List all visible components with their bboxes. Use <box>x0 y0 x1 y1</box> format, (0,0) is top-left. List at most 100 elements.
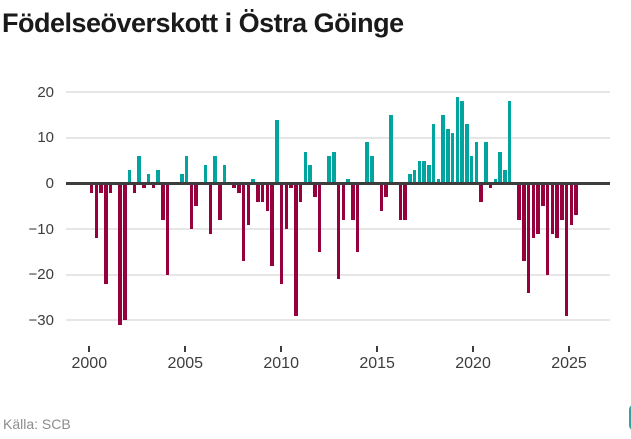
bar-positive <box>370 156 374 184</box>
x-axis-label: 2000 <box>71 355 108 372</box>
bar-negative <box>398 183 403 221</box>
bar-negative <box>151 183 156 189</box>
bar-positive <box>327 156 331 184</box>
bar-negative <box>313 183 317 198</box>
bar-positive <box>446 128 450 184</box>
y-axis-label: 20 <box>37 83 54 101</box>
bar-positive <box>450 133 455 184</box>
bar-positive <box>455 96 460 184</box>
bar-negative <box>355 183 360 252</box>
bar-negative <box>564 183 569 316</box>
bar-negative <box>517 183 521 221</box>
bar-negative <box>265 183 270 211</box>
y-axis-label: −10 <box>28 220 54 238</box>
bar-negative <box>256 183 260 202</box>
bar-negative <box>351 183 355 221</box>
bar-positive <box>303 151 308 184</box>
bar-negative <box>99 183 103 193</box>
bar-positive <box>127 169 132 184</box>
bar-positive <box>412 169 417 184</box>
gridline <box>66 136 610 139</box>
bar-negative <box>165 183 170 275</box>
bar-negative <box>123 183 127 321</box>
bar-negative <box>569 183 574 225</box>
bar-positive <box>469 156 474 184</box>
bar-negative <box>260 183 265 202</box>
bar-negative <box>336 183 341 280</box>
bar-negative <box>208 183 213 234</box>
x-axis-tick <box>568 346 570 352</box>
bar-negative <box>550 183 555 234</box>
bar-positive <box>251 178 255 184</box>
gridline <box>66 319 610 322</box>
bar-positive <box>408 174 412 184</box>
bar-positive <box>503 169 507 184</box>
bar-positive <box>203 165 208 184</box>
bar-negative <box>104 183 108 284</box>
bar-positive <box>180 174 184 184</box>
bar-positive <box>222 165 227 184</box>
bar-negative <box>270 183 274 266</box>
bar-negative <box>403 183 407 221</box>
bar-negative <box>555 183 559 239</box>
bar-negative <box>142 183 146 189</box>
bar-negative <box>189 183 194 230</box>
bar-positive <box>184 156 189 184</box>
bar-negative <box>317 183 322 252</box>
bar-negative <box>132 183 137 193</box>
zero-line <box>66 182 610 185</box>
bar-positive <box>484 142 488 184</box>
bar-negative <box>298 183 303 202</box>
x-axis-label: 2020 <box>455 355 491 372</box>
bar-positive <box>493 178 498 184</box>
gridline <box>66 91 610 94</box>
bar-negative <box>241 183 246 262</box>
bar-negative <box>531 183 536 239</box>
bar-positive <box>436 178 441 184</box>
source-note: Källa: SCB <box>3 416 71 432</box>
bar-positive <box>213 156 217 184</box>
bar-negative <box>232 183 236 189</box>
bar-positive <box>308 165 312 184</box>
bar-negative <box>541 183 545 207</box>
bar-positive <box>474 142 479 184</box>
bar-positive <box>146 174 151 184</box>
bar-negative <box>560 183 564 221</box>
bar-negative <box>118 183 122 326</box>
x-axis-tick <box>472 346 475 352</box>
bar-negative <box>384 183 388 198</box>
bar-negative <box>246 183 251 225</box>
x-axis-tick <box>376 346 379 352</box>
bar-negative <box>284 183 289 230</box>
bar-negative <box>161 183 165 221</box>
bar-negative <box>89 183 94 193</box>
bar-chart-speech-bubble-icon <box>629 404 631 431</box>
bar-positive <box>460 101 464 184</box>
bar-negative <box>526 183 531 294</box>
bar-negative <box>279 183 284 284</box>
bar-positive <box>417 160 422 184</box>
plot-area: 20 10 0 −10 −20 −30 2000 2005 2010 2015 2020 2025 <box>28 83 610 372</box>
y-axis-label: 10 <box>37 129 54 147</box>
bar-positive <box>332 151 336 184</box>
bar-positive <box>275 119 279 184</box>
bar-negative <box>545 183 550 275</box>
bar-positive <box>365 142 369 184</box>
chart-title: Födelseöverskott i Östra Göinge <box>2 8 404 38</box>
x-axis-tick <box>280 346 283 352</box>
bar-negative <box>108 183 113 193</box>
bar-negative <box>218 183 222 221</box>
y-axis-label: 0 <box>45 175 54 192</box>
bar-positive <box>422 160 426 184</box>
bar-negative <box>294 183 298 316</box>
bar-positive <box>498 151 502 184</box>
x-axis-label: 2025 <box>551 355 587 372</box>
x-axis-tick <box>184 346 187 352</box>
bar-positive <box>137 156 141 184</box>
bar-negative <box>289 183 293 189</box>
bar-positive <box>441 115 445 184</box>
bar-positive <box>431 124 436 184</box>
bar-negative <box>94 183 99 239</box>
bar-negative <box>488 183 493 189</box>
